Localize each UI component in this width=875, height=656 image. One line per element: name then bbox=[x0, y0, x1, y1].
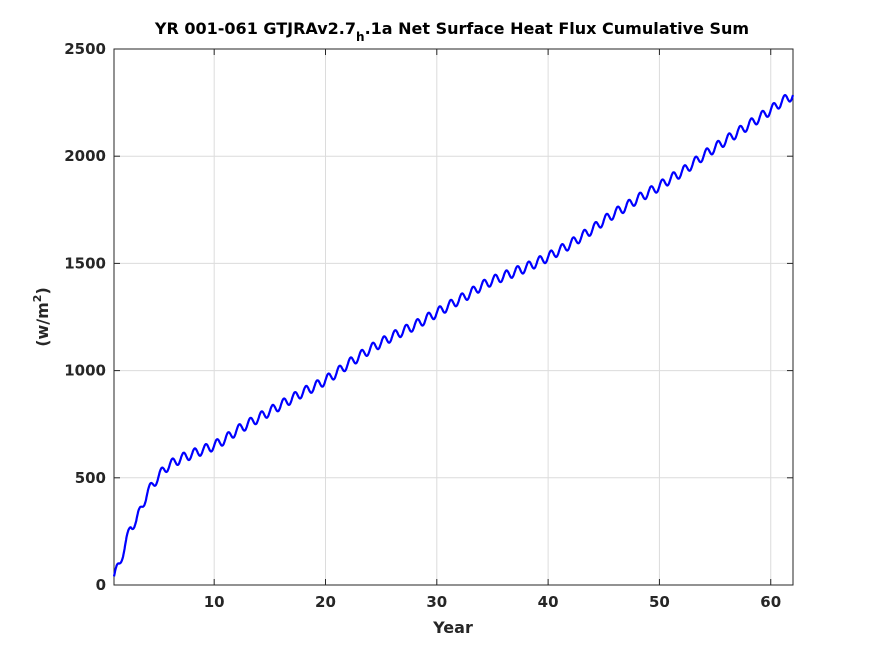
cumulative-sum-line bbox=[112, 94, 795, 577]
x-axis-label: Year bbox=[432, 618, 473, 637]
y-axis-label: (w/m2) bbox=[31, 287, 52, 347]
chart-title: YR 001-061 GTJRAv2.7h.1a Net Surface Hea… bbox=[154, 19, 749, 44]
axis-ticks bbox=[114, 48, 793, 586]
grid-lines bbox=[114, 48, 793, 586]
y-tick-label: 2000 bbox=[64, 147, 106, 165]
y-tick-label: 1500 bbox=[64, 254, 106, 272]
y-tick-label: 0 bbox=[96, 576, 106, 594]
series-layer bbox=[112, 94, 795, 577]
y-tick-label: 2500 bbox=[64, 40, 106, 58]
y-tick-labels: 0 500 1000 1500 2000 2500 bbox=[64, 40, 106, 594]
y-tick-label: 1000 bbox=[64, 362, 106, 380]
x-tick-label: 20 bbox=[315, 593, 336, 611]
x-tick-label: 10 bbox=[204, 593, 225, 611]
x-tick-label: 50 bbox=[649, 593, 670, 611]
x-tick-label: 60 bbox=[760, 593, 781, 611]
x-tick-labels: 10 20 30 40 50 60 bbox=[204, 593, 781, 611]
x-tick-label: 30 bbox=[426, 593, 447, 611]
y-tick-label: 500 bbox=[75, 469, 106, 487]
x-tick-label: 40 bbox=[538, 593, 559, 611]
plot-area-frame bbox=[113, 48, 794, 586]
